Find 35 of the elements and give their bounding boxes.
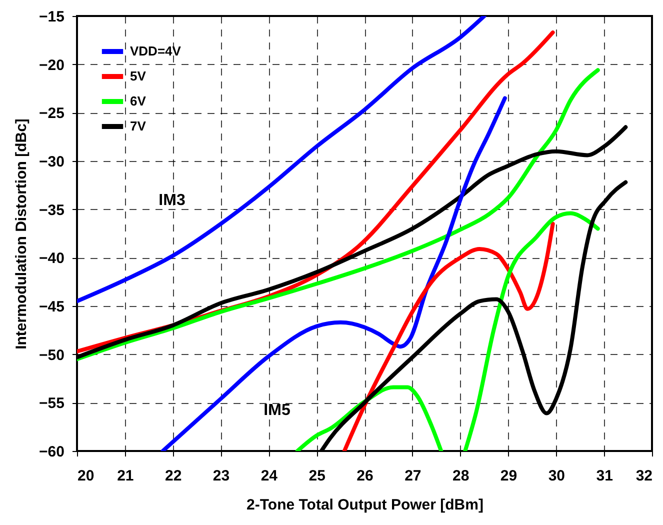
y-tick-label: −20 [39, 56, 64, 74]
y-tick-label: −25 [39, 105, 64, 122]
line-series [160, 96, 507, 451]
y-axis-title: Intermodulation Distortion [dBc] [13, 118, 30, 350]
y-tick-label: −55 [39, 395, 64, 412]
y-tick-label: −50 [39, 346, 64, 364]
x-tick-label: 23 [212, 468, 230, 484]
annotation: IM5 [264, 402, 290, 419]
line-series [77, 68, 600, 362]
legend-label: 5V [130, 68, 146, 84]
x-tick-label: 21 [117, 468, 134, 484]
x-tick-label: 22 [164, 468, 182, 484]
line-series [342, 222, 555, 451]
x-tick-label: 32 [636, 468, 652, 484]
x-tick-label: 31 [596, 468, 613, 484]
y-tick-label: −60 [39, 444, 64, 460]
y-tick-label: −45 [39, 298, 64, 316]
legend-label: 7V [130, 118, 146, 134]
line-series [77, 16, 486, 304]
legend-label: VDD=4V [130, 44, 182, 58]
x-axis-title: 2-Tone Total Output Power [dBm] [246, 496, 484, 514]
x-tick-label: 27 [404, 468, 422, 484]
y-tick-label: −40 [39, 250, 64, 268]
x-tick-label: 25 [308, 468, 326, 484]
y-tick-label: −15 [39, 8, 64, 26]
x-tick-label: 24 [260, 468, 278, 484]
x-tick-label: 28 [452, 468, 470, 484]
x-tick-label: 29 [500, 468, 518, 484]
annotation: IM3 [158, 192, 186, 209]
legend-label: 6V [130, 94, 146, 108]
y-tick-label: −35 [39, 202, 64, 219]
x-tick-label: 20 [78, 468, 94, 484]
y-tick-label: −30 [39, 154, 64, 170]
x-tick-label: 30 [548, 468, 566, 484]
x-tick-label: 26 [356, 468, 374, 484]
